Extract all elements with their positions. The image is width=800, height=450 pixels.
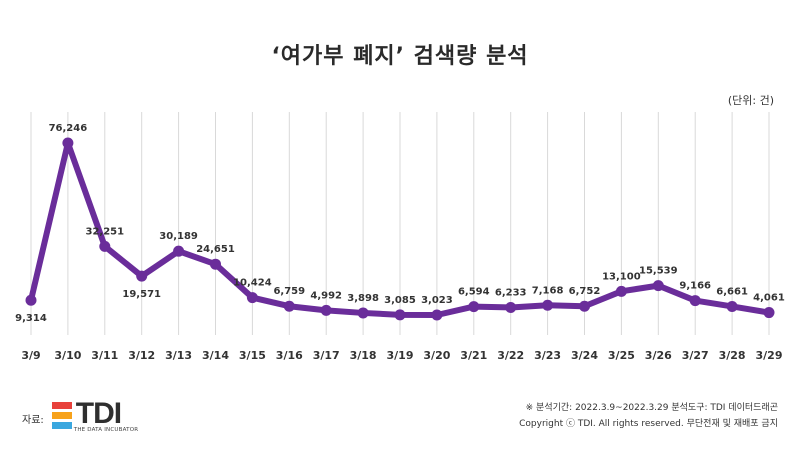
data-label: 3,898 <box>347 293 379 304</box>
data-point <box>763 307 775 319</box>
data-label: 4,061 <box>753 293 785 304</box>
x-tick-label: 3/22 <box>497 349 524 362</box>
logo-bar-red <box>51 402 72 409</box>
data-label: 15,539 <box>639 266 678 277</box>
data-point <box>62 137 74 149</box>
x-tick-label: 3/13 <box>165 349 192 362</box>
data-point <box>505 301 517 313</box>
data-label: 6,661 <box>716 286 748 297</box>
data-point <box>689 295 701 307</box>
data-label: 13,100 <box>602 271 641 282</box>
analysis-period: ※ 분석기간: 2022.3.9~2022.3.29 분석도구: TDI 데이터… <box>525 403 778 413</box>
data-point <box>431 309 443 321</box>
x-tick-label: 3/19 <box>387 349 414 362</box>
source: 자료: TDI THE DATA INCUBATOR <box>22 397 144 438</box>
data-label: 3,023 <box>421 295 453 306</box>
data-label: 76,246 <box>49 123 88 134</box>
data-label: 9,314 <box>15 313 47 324</box>
x-tick-label: 3/17 <box>313 349 340 362</box>
data-point <box>357 307 369 319</box>
logo-text: TDI <box>75 397 122 430</box>
data-label: 19,571 <box>122 289 161 300</box>
logo-subtitle: THE DATA INCUBATOR <box>73 427 139 433</box>
source-label: 자료: <box>22 414 44 426</box>
data-label: 32,251 <box>86 226 125 237</box>
x-tick-label: 3/25 <box>608 349 635 362</box>
x-tick-label: 3/12 <box>128 349 155 362</box>
data-label: 10,424 <box>233 278 272 289</box>
logo-bar-orange <box>51 412 72 419</box>
chart-title: ‘여가부 폐지’ 검색량 분석 <box>271 44 529 69</box>
tdi-logo: TDI THE DATA INCUBATOR <box>51 397 144 436</box>
x-tick-label: 3/26 <box>645 349 672 362</box>
data-point <box>615 285 627 297</box>
x-tick-label: 3/20 <box>423 349 450 362</box>
data-points <box>25 137 775 321</box>
data-point <box>468 301 480 313</box>
data-label: 7,168 <box>532 285 564 296</box>
x-tick-label: 3/11 <box>91 349 118 362</box>
data-point <box>726 300 738 312</box>
data-point <box>99 240 111 252</box>
data-point <box>246 292 258 304</box>
x-tick-label: 3/9 <box>21 349 40 362</box>
data-point <box>136 270 148 282</box>
grid-lines <box>30 112 770 335</box>
x-tick-label: 3/23 <box>534 349 561 362</box>
footer-notes: ※ 분석기간: 2022.3.9~2022.3.29 분석도구: TDI 데이터… <box>519 400 778 432</box>
data-point <box>579 300 590 312</box>
unit-label: (단위: 건) <box>727 94 774 107</box>
data-labels: 9,314 76,246 32,251 19,571 30,189 24,651 10,42… <box>15 123 785 324</box>
x-tick-label: 3/15 <box>239 349 266 362</box>
data-point <box>283 300 295 312</box>
x-tick-label: 3/16 <box>276 349 303 362</box>
x-tick-labels: 3/9 3/10 3/11 3/12 3/13 3/14 3/15 3/16 3/17 3/18 3… <box>21 349 782 362</box>
data-label: 9,166 <box>679 281 711 292</box>
data-label: 30,189 <box>159 231 198 242</box>
data-point <box>652 280 664 292</box>
x-tick-label: 3/29 <box>756 349 783 362</box>
data-label: 6,759 <box>273 286 305 297</box>
data-point <box>173 245 185 257</box>
data-label: 6,594 <box>458 287 490 298</box>
data-point <box>394 309 406 321</box>
data-point <box>320 304 332 316</box>
data-label: 6,752 <box>569 286 601 297</box>
data-point <box>25 294 37 306</box>
data-label: 24,651 <box>196 244 235 255</box>
x-tick-label: 3/21 <box>460 349 487 362</box>
data-label: 4,992 <box>310 290 342 301</box>
x-tick-label: 3/10 <box>54 349 81 362</box>
x-tick-label: 3/14 <box>202 349 229 362</box>
data-point <box>210 258 221 270</box>
data-label: 3,085 <box>384 295 416 306</box>
copyright: Copyright ⓒ TDI. All rights reserved. 무단… <box>519 419 778 429</box>
data-point <box>542 299 554 311</box>
x-tick-label: 3/27 <box>682 349 709 362</box>
x-tick-label: 3/28 <box>719 349 746 362</box>
x-tick-label: 3/24 <box>571 349 598 362</box>
x-tick-label: 3/18 <box>350 349 377 362</box>
logo-bar-blue <box>51 422 72 429</box>
logo-mark-icon <box>51 402 72 429</box>
data-label: 6,233 <box>495 287 527 298</box>
